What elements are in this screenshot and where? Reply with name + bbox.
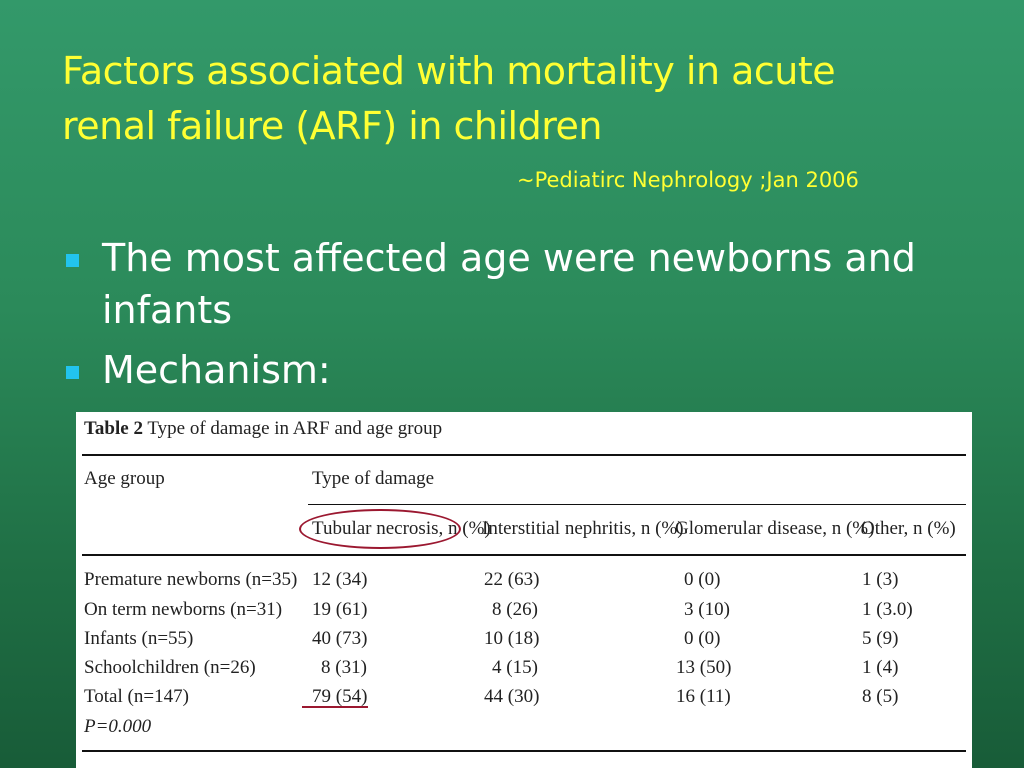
cell-tubular-necrosis: 79 (54): [312, 686, 368, 707]
row-label: On term newborns (n=31): [84, 599, 283, 620]
cell-glomerular-disease: 0 (0): [684, 628, 721, 649]
cell-interstitial-nephritis: 4 (15): [492, 657, 538, 678]
row-label: Premature newborns (n=35): [84, 569, 298, 590]
cell-interstitial-nephritis: 44 (30): [484, 686, 540, 707]
cell-other: 1 (4): [862, 657, 899, 678]
highlight-underline: [302, 706, 368, 708]
cell-other: 8 (5): [862, 686, 899, 707]
bullet-list: The most affected age were newborns and …: [62, 232, 1002, 396]
row-label: Infants (n=55): [84, 628, 194, 649]
bullet-text: Mechanism:: [102, 348, 331, 392]
header-type-of-damage: Type of damage: [312, 468, 435, 489]
bullet-item: Mechanism:: [62, 344, 1002, 396]
cell-glomerular-disease: 3 (10): [684, 599, 730, 620]
column-header-glomerular-disease: Glomerular disease, n (%): [675, 518, 875, 539]
table-rule-top: [82, 454, 966, 456]
header-age-group: Age group: [84, 468, 165, 489]
column-header-other: Other, n (%): [861, 518, 956, 539]
cell-tubular-necrosis: 8 (31): [321, 657, 367, 678]
table-rule-bottom: [82, 750, 966, 752]
cell-glomerular-disease: 0 (0): [684, 569, 721, 590]
table-rule-header-bottom: [82, 554, 966, 556]
table-caption-text: Type of damage in ARF and age group: [147, 418, 443, 439]
cell-glomerular-disease: 13 (50): [676, 657, 732, 678]
slide-title-line-1: Factors associated with mortality in acu…: [62, 49, 836, 93]
cell-other: 1 (3): [862, 569, 899, 590]
bullet-text: The most affected age were newborns and …: [102, 236, 916, 332]
slide-title-line-2: renal failure (ARF) in children: [62, 104, 602, 148]
table-caption: Table 2 Type of damage in ARF and age gr…: [84, 418, 442, 440]
square-bullet-icon: [66, 366, 79, 379]
row-label: Total (n=147): [84, 686, 189, 707]
cell-interstitial-nephritis: 10 (18): [484, 628, 540, 649]
table-rule-subheader: [308, 504, 966, 505]
highlight-circle: [299, 509, 461, 549]
column-header-interstitial-nephritis: Interstitial nephritis, n (%): [482, 518, 684, 539]
cell-interstitial-nephritis: 8 (26): [492, 599, 538, 620]
cell-glomerular-disease: 16 (11): [676, 686, 731, 707]
cell-other: 5 (9): [862, 628, 899, 649]
cell-tubular-necrosis: 40 (73): [312, 628, 368, 649]
cell-tubular-necrosis: 12 (34): [312, 569, 368, 590]
citation: ~Pediatirc Nephrology ;Jan 2006: [517, 168, 859, 192]
slide-title: Factors associated with mortality in acu…: [62, 44, 962, 154]
table-caption-label: Table 2: [84, 418, 143, 439]
row-label: Schoolchildren (n=26): [84, 657, 256, 678]
cell-other: 1 (3.0): [862, 599, 913, 620]
bullet-item: The most affected age were newborns and …: [62, 232, 1002, 336]
p-value: P=0.000: [84, 716, 152, 737]
square-bullet-icon: [66, 254, 79, 267]
data-table: Table 2 Type of damage in ARF and age gr…: [76, 412, 972, 768]
cell-tubular-necrosis: 19 (61): [312, 599, 368, 620]
cell-interstitial-nephritis: 22 (63): [484, 569, 540, 590]
